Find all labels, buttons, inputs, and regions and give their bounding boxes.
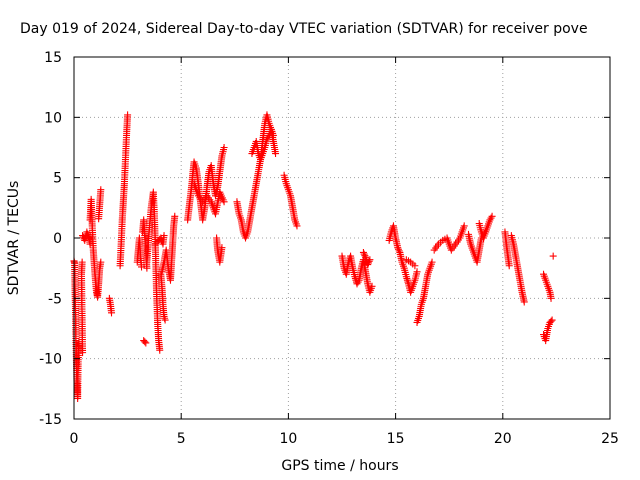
data-point [547,317,555,325]
y-tick-label: 0 [53,231,62,247]
data-point [218,244,226,252]
data-point [97,258,105,266]
y-tick-label: -5 [48,291,62,307]
data-point [413,268,421,276]
x-axis-label: GPS time / hours [281,458,398,474]
chart-title: Day 019 of 2024, Sidereal Day-to-day VTE… [20,21,588,37]
data-point [361,252,369,260]
axis-ticks: 0 5 10 15 20 25 -15 -10 -5 0 5 10 15 [39,50,619,447]
data-point [97,186,105,194]
data-point [488,212,496,220]
data-point [124,111,132,119]
data-point [411,262,419,270]
x-tick-label: 10 [279,431,297,447]
data-point [520,298,528,306]
data-point [368,282,376,290]
y-tick-label: -15 [39,412,62,428]
data-point [364,259,372,267]
data-point [108,309,116,317]
data-point [161,316,169,324]
data-point [547,294,555,302]
data-point [156,346,164,354]
y-axis-label: SDTVAR / TECUs [6,181,22,296]
x-tick-label: 15 [387,431,405,447]
data-point [505,262,513,270]
data-point [460,222,468,230]
data-point [171,212,179,220]
data-point [220,144,228,151]
data-point [160,232,168,240]
data-point [359,248,367,256]
x-tick-label: 0 [70,431,79,447]
data-point [365,257,373,265]
data-point [394,245,402,253]
data-point [428,258,436,266]
y-tick-label: -10 [39,352,62,368]
data-point [142,339,150,347]
data-point [549,252,557,260]
data-point [394,244,402,252]
data-point [364,261,372,269]
data-point [293,222,301,230]
data-point [138,263,146,271]
y-tick-label: 10 [44,110,62,126]
data-point [395,247,403,255]
data-point [366,256,374,264]
data-point [548,316,556,324]
data-point [269,131,277,139]
data-point [141,338,149,346]
y-tick-label: 5 [53,171,62,187]
data-point [78,258,86,266]
data-point [143,264,151,272]
data-point [220,198,228,206]
x-tick-label: 20 [494,431,512,447]
y-tick-label: 15 [44,50,62,66]
data-points [70,111,557,402]
x-tick-label: 5 [177,431,186,447]
x-tick-label: 25 [601,431,619,447]
data-point [272,150,280,158]
data-point [360,250,368,258]
